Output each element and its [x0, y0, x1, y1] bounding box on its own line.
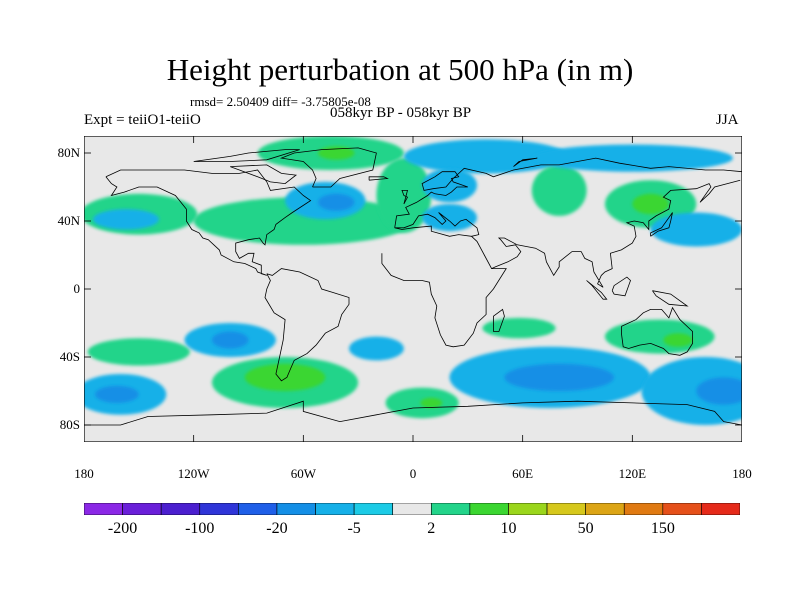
anomaly-region-31: [641, 357, 742, 425]
coastline-11: [368, 176, 389, 181]
colorbar-box-11: [508, 503, 548, 515]
coastline-9: [650, 212, 673, 237]
coastline-layer: [84, 147, 742, 426]
lat-label: 0: [73, 281, 81, 296]
chart-title: Height perturbation at 500 hPa (in m): [166, 52, 634, 87]
anomaly-region-18: [211, 331, 249, 349]
colorbar-box-8: [392, 503, 432, 515]
lon-label: 180: [74, 466, 94, 481]
colorbar-box-7: [353, 503, 394, 515]
coastline-18: [513, 157, 538, 167]
coastline-17: [193, 149, 300, 162]
colorbar: [84, 503, 740, 515]
coastline-1: [264, 268, 350, 382]
colorbar-box-16: [701, 503, 740, 515]
anomaly-region-1: [93, 209, 159, 230]
tick-layer: [84, 136, 742, 442]
anomaly-region-22: [244, 363, 326, 391]
coastline-12: [586, 280, 608, 300]
colorbar-box-5: [276, 503, 316, 515]
anomaly-region-20: [94, 385, 139, 403]
anomaly-region-6: [317, 193, 355, 211]
coastline-16: [230, 164, 298, 185]
lat-label: 80S: [59, 417, 80, 432]
colorbar-box-1: [122, 503, 162, 515]
anomaly-layer: [84, 136, 742, 425]
period-label: 058kyr BP - 058kyr BP: [330, 105, 472, 121]
colorbar-box-6: [315, 503, 355, 515]
anomaly-region-11: [531, 164, 587, 216]
coastline-10: [401, 190, 409, 205]
lat-label: 40S: [59, 349, 80, 364]
coastline-6: [491, 179, 741, 288]
anomaly-region-26: [482, 317, 556, 339]
lon-label: 180: [732, 466, 752, 481]
lon-label: 0: [409, 466, 417, 481]
colorbar-box-13: [585, 503, 625, 515]
colorbar-label: 10: [500, 520, 517, 537]
lon-label: 60W: [290, 466, 316, 481]
anomaly-region-12: [531, 144, 733, 172]
experiment-label: Expt = teiiO1-teiiO: [84, 112, 201, 128]
coastline-4: [394, 212, 480, 237]
colorbar-box-14: [623, 503, 664, 515]
colorbar-box-4: [238, 503, 278, 515]
coastline-8: [492, 308, 505, 332]
coastline-0: [105, 169, 312, 276]
coastline-5: [381, 236, 507, 348]
season-label: JJA: [716, 112, 739, 128]
anomaly-region-9: [422, 168, 477, 203]
anomaly-region-32: [696, 377, 742, 405]
coastline-3: [394, 157, 742, 228]
anomaly-region-30: [663, 333, 693, 347]
colorbar-box-9: [430, 503, 471, 515]
anomaly-region-23: [349, 336, 404, 361]
coastline-15: [84, 400, 742, 426]
anomaly-region-15: [650, 212, 742, 247]
lon-label: 120W: [177, 466, 210, 481]
anomaly-region-14: [632, 193, 669, 215]
coastline-13: [611, 276, 631, 297]
coastline-2: [279, 147, 377, 188]
colorbar-box-12: [546, 503, 586, 515]
lon-label: 120E: [618, 466, 647, 481]
anomaly-region-8: [403, 139, 569, 174]
anomaly-region-28: [504, 363, 615, 391]
colorbar-label: -20: [266, 520, 288, 537]
coastline-14: [652, 290, 689, 307]
colorbar-box-0: [84, 503, 123, 515]
map-plot: [84, 136, 742, 442]
colorbar-box-3: [199, 503, 239, 515]
colorbar-label: 150: [650, 520, 675, 537]
colorbar-label: -200: [107, 520, 138, 537]
colorbar-label: -5: [347, 520, 361, 537]
colorbar-label: 2: [427, 520, 436, 537]
anomaly-region-10: [422, 204, 477, 232]
stats-text: rmsd= 2.50409 diff= -3.75805e-08: [190, 94, 371, 109]
colorbar-label: -100: [185, 520, 215, 537]
colorbar-box-10: [469, 503, 509, 515]
anomaly-region-29: [604, 319, 715, 354]
coastline-7: [621, 306, 693, 356]
colorbar-label: 50: [577, 520, 594, 537]
lat-label: 40N: [57, 213, 80, 228]
anomaly-region-25: [420, 397, 443, 408]
anomaly-region-16: [87, 338, 191, 366]
lat-label: 80N: [57, 145, 80, 160]
colorbar-box-2: [160, 503, 201, 515]
lon-label: 60E: [512, 466, 534, 481]
colorbar-box-15: [662, 503, 702, 515]
